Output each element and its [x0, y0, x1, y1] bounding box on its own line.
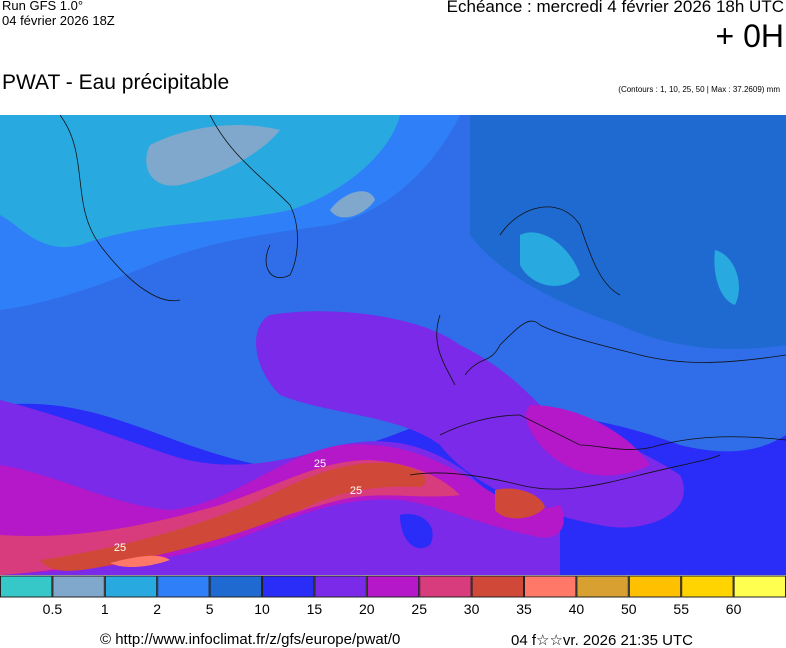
- field: [256, 311, 684, 528]
- legend-label: 40: [569, 601, 585, 617]
- legend-swatch: [576, 575, 629, 598]
- legend-label: 50: [621, 601, 637, 617]
- contour-label: 25: [114, 542, 126, 554]
- field: [40, 462, 426, 571]
- legend-swatch: [681, 575, 734, 598]
- legend-swatch: [366, 575, 420, 598]
- field: [400, 514, 433, 549]
- field: [0, 115, 400, 248]
- coastline: [409, 206, 721, 490]
- legend-swatch: [104, 575, 158, 598]
- legend-label: 55: [673, 601, 689, 617]
- legend-swatch: [0, 575, 53, 598]
- field: [470, 115, 786, 349]
- contours-note: (Contours : 1, 10, 25, 50 | Max : 37.260…: [618, 85, 780, 94]
- field: [146, 125, 280, 186]
- legend-label: 35: [516, 601, 532, 617]
- run-date: 04 février 2026 18Z: [2, 13, 115, 28]
- legend-label: 1: [101, 601, 109, 617]
- contour-label: 25: [314, 458, 326, 470]
- field: [525, 405, 650, 476]
- legend-swatch: [471, 575, 525, 598]
- legend-label: 30: [464, 601, 480, 617]
- footer-generated: 04 f☆☆vr. 2026 21:35 UTC: [511, 632, 693, 648]
- legend-label: 15: [307, 601, 323, 617]
- footer-url: © http://www.infoclimat.fr/z/gfs/europe/…: [100, 631, 401, 648]
- legend-swatch: [157, 575, 210, 598]
- legend-swatch: [524, 575, 577, 598]
- echeance: Echéance : mercredi 4 février 2026 18h U…: [446, 0, 784, 16]
- legend-swatch: [419, 575, 472, 598]
- field: [520, 232, 580, 286]
- contour-label: 25: [350, 485, 362, 497]
- legend-label: 20: [359, 601, 375, 617]
- legend-swatch: [628, 575, 682, 598]
- legend-label: 10: [254, 601, 270, 617]
- field: [110, 555, 170, 567]
- coastline: [439, 414, 786, 450]
- legend-swatch: [262, 575, 315, 598]
- run-label: Run GFS 1.0°: [2, 0, 84, 13]
- legend-label: 5: [206, 601, 214, 617]
- coastlines: [59, 115, 786, 490]
- legend-label: 0.5: [43, 601, 63, 617]
- offset: + 0H: [715, 18, 784, 54]
- legend-label: 25: [411, 601, 427, 617]
- field: [714, 250, 739, 305]
- title: PWAT - Eau précipitable: [2, 71, 230, 94]
- coastline: [436, 314, 786, 386]
- field: [495, 488, 545, 519]
- legend-label: 60: [726, 601, 742, 617]
- legend-swatch: [209, 575, 263, 598]
- legend-swatch: [52, 575, 105, 598]
- legend-label: 2: [153, 601, 161, 617]
- map: 25 25 25: [0, 115, 786, 575]
- legend-swatch: [733, 575, 786, 598]
- legend: 0.5 1 2 5 10 15 20 25 30 35 40 50 55 60: [0, 575, 786, 617]
- coastline: [59, 115, 298, 302]
- field: [330, 191, 375, 218]
- legend-swatch: [314, 575, 367, 598]
